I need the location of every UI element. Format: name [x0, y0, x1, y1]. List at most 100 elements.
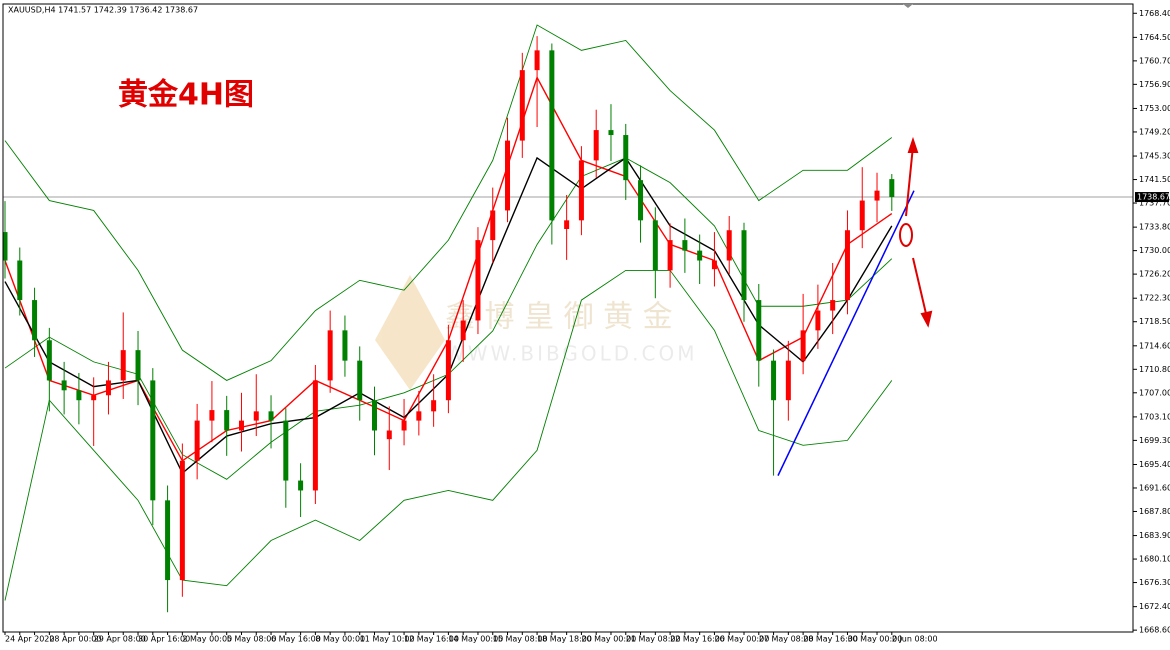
candle-body	[800, 330, 806, 361]
candle-body	[386, 430, 392, 440]
candle-body	[771, 360, 777, 401]
y-tick-label: 1745.30	[1139, 152, 1170, 161]
candle-body	[578, 160, 584, 221]
candle-body	[505, 140, 511, 211]
y-tick-label: 1749.20	[1139, 127, 1170, 136]
circle-marker	[899, 223, 913, 247]
watermark-text: 鑫 博 皇 御 黄 金	[445, 300, 673, 335]
arrow-head	[920, 310, 933, 328]
candle-body	[490, 210, 496, 241]
candle-body	[298, 480, 304, 491]
watermark-url: WWW.BIBGOLD.COM	[445, 342, 697, 366]
y-tick-label: 1730.00	[1139, 246, 1170, 255]
x-tick-label: 28 May 16:00	[803, 635, 858, 644]
x-tick-label: 14 May 00:00	[448, 635, 503, 644]
last-price-label: 1738.67	[1137, 193, 1170, 202]
candle-body	[76, 390, 82, 401]
candle-body	[830, 300, 836, 311]
y-tick-label: 1672.40	[1139, 602, 1170, 611]
y-tick-label: 1718.50	[1139, 317, 1170, 326]
candle-body	[608, 130, 614, 136]
y-tick-label: 1764.50	[1139, 33, 1170, 42]
candle-body	[623, 135, 629, 181]
candle-body	[638, 180, 644, 221]
candle-body	[105, 380, 111, 396]
candle-body	[756, 300, 762, 361]
y-tick-label: 1726.20	[1139, 270, 1170, 279]
candle-body	[564, 220, 570, 229]
chart-title: 黄金4H图	[118, 78, 254, 113]
candle-body	[46, 340, 52, 381]
candle-body	[519, 70, 525, 141]
candle-body	[741, 230, 747, 301]
candle-body	[224, 410, 230, 431]
candle-body	[874, 190, 880, 201]
candle-body	[342, 330, 348, 361]
y-tick-label: 1691.60	[1139, 483, 1170, 492]
x-tick-label: 29 Apr 08:00	[94, 635, 146, 644]
x-tick-label: 8 May 00:00	[315, 635, 365, 644]
x-tick-label: 15 May 08:00	[493, 635, 548, 644]
x-tick-label: 5 May 08:00	[227, 635, 277, 644]
candle-body	[150, 380, 156, 501]
plot-frame	[2, 3, 1134, 633]
candle-body	[372, 400, 377, 431]
candle-body	[357, 360, 363, 401]
x-tick-label: 21 May 08:00	[626, 635, 681, 644]
x-tick-label: 2 May 00:00	[182, 635, 232, 644]
y-tick-label: 1703.10	[1139, 412, 1170, 421]
indicator-line	[4, 24, 893, 381]
candle-body	[2, 232, 8, 261]
x-tick-label: 18 May 18:00	[537, 635, 592, 644]
candle-body	[17, 260, 23, 301]
arrow-down	[912, 257, 928, 319]
y-tick-label: 1710.80	[1139, 365, 1170, 374]
y-tick-label: 1756.90	[1139, 80, 1170, 89]
trendline	[777, 190, 915, 476]
candle-body	[652, 220, 658, 271]
arrow-head	[907, 136, 919, 153]
y-tick-label: 1768.40	[1139, 9, 1170, 18]
y-tick-label: 1741.50	[1139, 175, 1170, 184]
candle-body	[815, 310, 821, 331]
candle-body	[534, 50, 540, 71]
candle-body	[859, 200, 865, 231]
x-tick-label: 22 May 16:00	[670, 635, 725, 644]
x-tick-label: 26 May 00:00	[714, 635, 769, 644]
candle-body	[889, 179, 895, 198]
x-tick-label: 30 May 00:00	[847, 635, 902, 644]
candle-body	[91, 395, 97, 401]
y-tick-label: 1687.80	[1139, 507, 1170, 516]
candle-body	[549, 50, 555, 221]
candle-body	[401, 420, 407, 431]
y-tick-label: 1714.60	[1139, 341, 1170, 350]
y-tick-label: 1680.10	[1139, 555, 1170, 564]
candle-body	[726, 230, 732, 261]
y-tick-label: 1668.60	[1139, 626, 1170, 635]
indicator-line	[4, 269, 893, 601]
candle-body	[312, 380, 318, 491]
candle-body	[475, 240, 481, 321]
candle-body	[431, 400, 437, 412]
y-tick-label: 1676.30	[1139, 578, 1170, 587]
chart-header: XAUUSD,H4 1741.57 1742.39 1736.42 1738.6…	[8, 6, 198, 15]
candle-body	[253, 411, 259, 421]
y-tick-label: 1760.70	[1139, 56, 1170, 65]
candle-body	[135, 350, 141, 381]
watermark: 鑫 博 皇 御 黄 金 WWW.BIBGOLD.COM	[375, 275, 697, 390]
x-tick-label: 30 Apr 16:00	[138, 635, 190, 644]
x-tick-label: 24 Apr 2020	[5, 635, 54, 644]
y-tick-label: 1722.30	[1139, 294, 1170, 303]
x-tick-label: 20 May 00:00	[581, 635, 636, 644]
candle-body	[593, 130, 599, 161]
y-tick-label: 1707.00	[1139, 388, 1170, 397]
annotations	[899, 136, 933, 328]
last-price-box	[1135, 192, 1169, 203]
y-tick-label: 1683.90	[1139, 531, 1170, 540]
candle-body	[682, 240, 688, 251]
candle-body	[194, 420, 200, 461]
x-tick-label: 2 Jun 08:00	[892, 635, 938, 644]
candle-body	[416, 411, 422, 421]
x-tick-label: 11 May 10:00	[360, 635, 415, 644]
